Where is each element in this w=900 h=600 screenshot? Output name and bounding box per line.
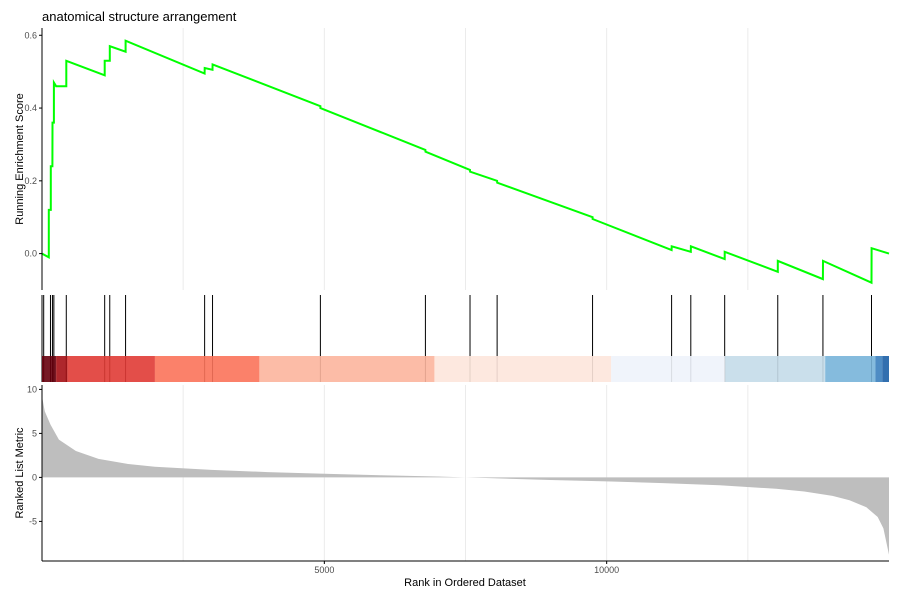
- ranked-metric-y-tick-label: 10: [27, 384, 37, 394]
- color-bar-segment: [67, 356, 155, 382]
- color-bar-segment: [259, 356, 435, 382]
- x-tick-label: 10000: [594, 565, 619, 575]
- x-axis-ticks: 5000 10000: [314, 561, 619, 575]
- color-bar-segment: [875, 356, 883, 382]
- color-bar-segment: [56, 356, 68, 382]
- ranked-metric-y-axis-title: Ranked List Metric: [14, 427, 26, 519]
- color-bar-segment: [725, 356, 826, 382]
- x-tick-label: 5000: [314, 565, 334, 575]
- enrichment-grid: [182, 28, 749, 290]
- enrichment-y-tick-label: 0.2: [24, 176, 37, 186]
- ranked-metric-y-tick-label: 5: [32, 428, 37, 438]
- ranked-metric-y-ticks: -5 0 5 10: [27, 384, 42, 526]
- ranked-metric-y-tick-label: -5: [29, 516, 37, 526]
- ranked-metric-panel: -5 0 5 10 5000 10000 Ranked List Metric Rank…: [14, 384, 889, 589]
- color-bar-segment: [611, 356, 726, 382]
- x-axis-title: Rank in Ordered Dataset: [404, 577, 526, 589]
- enrichment-y-tick-label: 0.6: [24, 30, 37, 40]
- color-bar-segment: [434, 356, 612, 382]
- rank-color-bar: [42, 356, 889, 382]
- ranked-metric-area: [42, 396, 889, 555]
- enrichment-y-ticks: 0.0 0.2 0.4 0.6: [24, 30, 42, 259]
- color-bar-segment: [154, 356, 260, 382]
- ranked-metric-y-tick-label: 0: [32, 472, 37, 482]
- running-enrichment-score-line: [41, 39, 890, 285]
- ranked-metric-grid: [182, 385, 749, 561]
- enrichment-y-tick-label: 0.4: [24, 103, 37, 113]
- enrichment-y-axis-title: Running Enrichment Score: [14, 93, 26, 224]
- color-bar-segment: [825, 356, 876, 382]
- color-bar-segment: [882, 356, 889, 382]
- enrichment-panel: 0.0 0.2 0.4 0.6 Running Enrichment Score: [14, 28, 890, 290]
- chart-title: anatomical structure arrangement: [42, 9, 237, 24]
- enrichment-y-tick-label: 0.0: [24, 249, 37, 259]
- color-bar-segment: [42, 356, 57, 382]
